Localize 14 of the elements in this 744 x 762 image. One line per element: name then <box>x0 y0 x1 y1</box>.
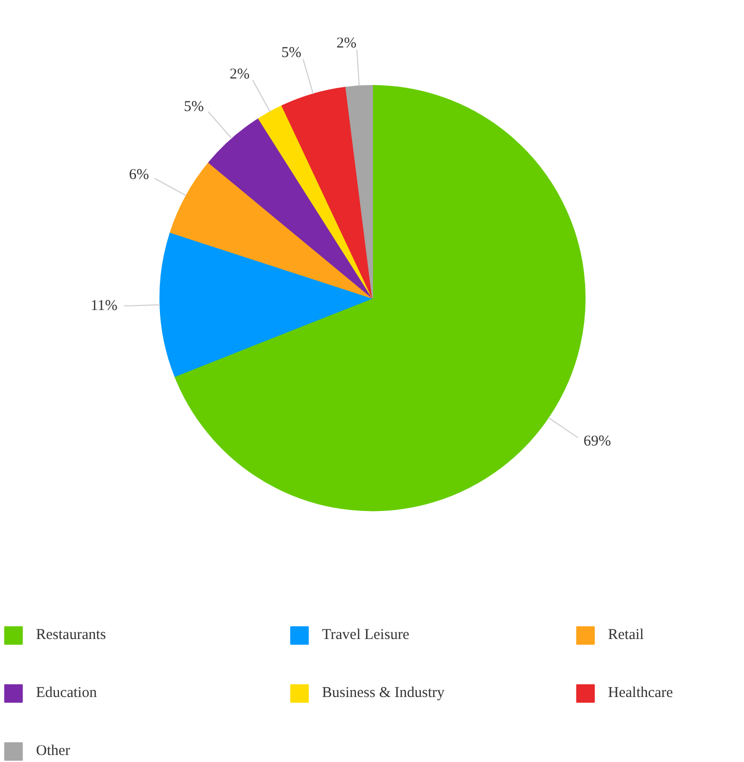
data-label: 2% <box>336 36 356 52</box>
legend-label: Business & Industry <box>322 684 446 702</box>
legend-label: Retail <box>608 626 645 644</box>
legend-label: Education <box>36 684 98 702</box>
data-label: 6% <box>128 167 149 184</box>
data-label: 5% <box>281 45 302 62</box>
legend-label: Other <box>36 742 72 760</box>
legend-label: Healthcare <box>608 684 674 702</box>
data-label: 2% <box>230 66 250 83</box>
data-label: 11% <box>90 298 118 314</box>
legend-label: Restaurants <box>36 626 107 644</box>
legend-label: Travel Leisure <box>322 626 410 644</box>
data-label: 5% <box>184 98 204 115</box>
data-label: 69% <box>583 433 611 450</box>
